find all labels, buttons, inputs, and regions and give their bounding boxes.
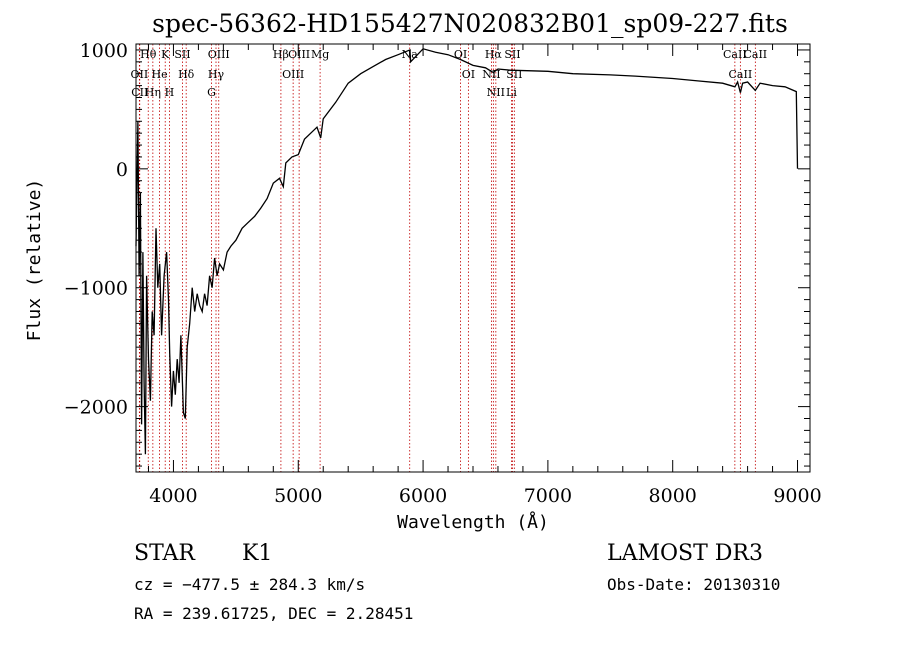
line-marker-label: Mg (311, 48, 329, 61)
line-marker-label: OI (462, 68, 475, 81)
line-marker-label: CII (131, 86, 148, 99)
line-marker-label: Hγ (208, 68, 225, 81)
line-marker-label: Hβ (273, 48, 289, 61)
line-marker-label: Hδ (178, 68, 195, 81)
x-axis-ticks: 4000 5000 6000 7000 8000 9000 (147, 44, 822, 507)
line-marker-label: NII (482, 68, 500, 81)
line-marker-label: OIII (208, 48, 230, 61)
survey-name: LAMOST DR3 (607, 541, 763, 566)
line-marker-label: Hα (485, 48, 503, 61)
y-tick-label: 1000 (80, 40, 128, 62)
line-marker-label: OIII (288, 48, 310, 61)
y-tick-label: −1000 (64, 278, 128, 300)
line-marker-label: SII (504, 48, 520, 61)
y-axis-label: Flux (relative) (24, 179, 45, 342)
line-marker-label: Hη (145, 86, 161, 99)
x-tick-label: 5000 (274, 485, 322, 507)
x-tick-label: 9000 (773, 485, 821, 507)
line-marker-label: G (207, 86, 216, 99)
x-tick-label: 6000 (399, 485, 447, 507)
redshift-text: cz = −477.5 ± 284.3 km/s (134, 575, 365, 594)
line-marker-label: SII (174, 48, 190, 61)
line-marker-label: OII (131, 68, 149, 81)
line-marker-label: CaII (723, 48, 747, 61)
line-marker-label: CaII (729, 68, 753, 81)
coordinates: RA = 239.61725, DEC = 2.28451 (134, 604, 413, 623)
line-marker-label: He (152, 68, 168, 81)
y-tick-label: −2000 (64, 397, 128, 419)
line-marker-label: CaII (743, 48, 767, 61)
line-marker-label: SII (506, 68, 522, 81)
x-tick-label: 7000 (524, 485, 572, 507)
line-marker-label: K (161, 48, 170, 61)
object-subclass: K1 (242, 541, 272, 566)
spectrum-line (135, 48, 799, 455)
x-axis-label: Wavelength (Å) (397, 511, 549, 533)
line-marker-label: OIII (282, 68, 304, 81)
chart-title: spec-56362-HD155427N020832B01_sp09-227.f… (152, 9, 788, 38)
obs-date: Obs-Date: 20130310 (607, 575, 780, 594)
y-axis-ticks: −2000 −1000 0 1000 (64, 40, 810, 467)
line-marker-label: H (165, 86, 175, 99)
line-markers (138, 44, 756, 472)
x-tick-label: 4000 (149, 485, 197, 507)
x-tick-label: 8000 (649, 485, 697, 507)
line-marker-label: Li (506, 86, 517, 99)
plot-frame (135, 43, 811, 473)
object-class: STAR (134, 541, 196, 566)
line-marker-label: NII (487, 86, 505, 99)
line-marker-label: Hθ (140, 48, 157, 61)
y-tick-label: 0 (116, 159, 128, 181)
